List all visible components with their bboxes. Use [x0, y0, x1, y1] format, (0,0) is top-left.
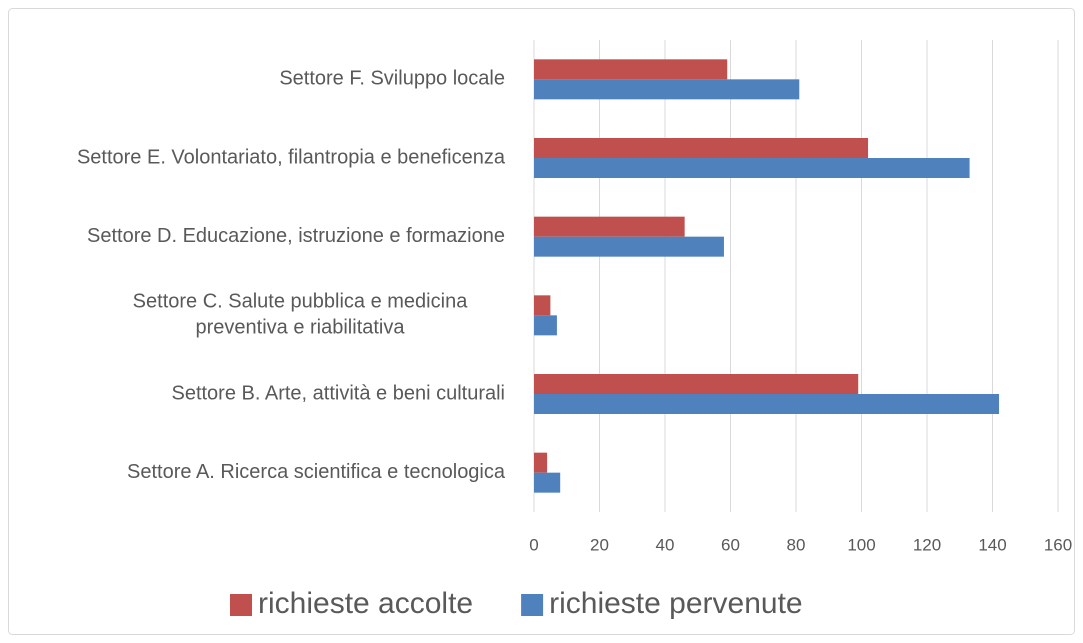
legend-label: richieste accolte: [258, 587, 473, 620]
x-tick-label: 40: [656, 535, 675, 554]
bar: [534, 452, 548, 473]
legend-label: richieste pervenute: [549, 587, 802, 620]
x-tick-label: 140: [978, 535, 1006, 554]
bar: [534, 79, 800, 100]
bar: [534, 138, 869, 158]
x-tick-label: 60: [721, 535, 740, 554]
bar: [534, 472, 561, 493]
x-tick-label: 0: [529, 535, 538, 554]
y-tick-label: Settore F. Sviluppo locale: [279, 68, 505, 90]
bar: [534, 216, 685, 237]
bar: [534, 315, 557, 336]
bar: [534, 394, 1000, 414]
y-tick-label: Settore A. Ricerca scientifica e tecnolo…: [127, 461, 506, 483]
y-tick-label: Settore D. Educazione, istruzione e form…: [87, 225, 505, 247]
legend-swatch: [521, 594, 544, 616]
bar: [534, 236, 724, 257]
bar: [534, 374, 859, 394]
x-tick-label: 20: [590, 535, 609, 554]
x-tick-label: 160: [1044, 535, 1072, 554]
x-tick-label: 80: [787, 535, 806, 554]
legend-swatch: [230, 594, 252, 616]
x-tick-label: 120: [913, 535, 941, 554]
bar: [534, 158, 970, 178]
bar: [534, 295, 551, 316]
x-tick-label: 100: [847, 535, 875, 554]
y-tick-label: Settore E. Volontariato, filantropia e b…: [77, 146, 506, 168]
y-tick-label: Settore C. Salute pubblica e medicina pre…: [133, 291, 469, 339]
y-tick-label: Settore B. Arte, attività e beni cultura…: [171, 382, 505, 404]
bar: [534, 59, 728, 80]
